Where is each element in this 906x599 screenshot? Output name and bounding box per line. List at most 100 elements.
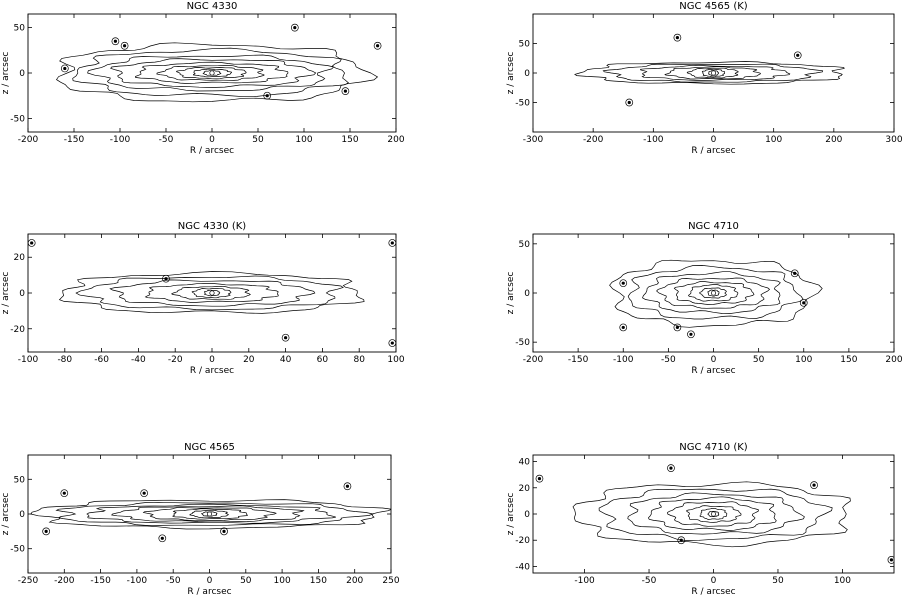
source-core (343, 89, 347, 93)
isophote-contour (598, 488, 833, 541)
x-tick-label: 60 (317, 355, 329, 365)
x-tick-label: -200 (583, 135, 604, 145)
source-core (621, 325, 625, 330)
source-core (390, 241, 394, 245)
panel-5: NGC 4565 -250 -200 -150 -100 -50 0 50 100 150 200 2… (1, 442, 400, 597)
x-axis-label: R / arcsec (190, 366, 234, 376)
isophote-contour (201, 511, 218, 517)
x-tick-label: 50 (753, 355, 765, 365)
x-tick-label: 0 (711, 576, 717, 586)
source-core (265, 94, 269, 98)
y-axis-label: z / arcsec (1, 52, 11, 95)
source-core (390, 341, 394, 345)
y-tick-label: 0 (524, 510, 530, 520)
source-contour (373, 41, 382, 50)
isophote-contour (156, 65, 265, 81)
source-core (123, 44, 127, 48)
x-tick-label: -100 (110, 135, 131, 145)
source-contour (619, 323, 628, 332)
source-core (675, 36, 680, 40)
y-tick-label: 0 (19, 289, 25, 299)
source-core (30, 241, 34, 245)
source-core (164, 277, 168, 281)
source-contour (793, 51, 802, 60)
panel-6: NGC 4710 (K) -100 -50 0 50 100 -40 -20 0 20 40 R / … (506, 442, 895, 597)
source-contour (281, 333, 290, 342)
source-core (160, 536, 164, 540)
source-contour (810, 481, 818, 490)
isophote-contour (135, 61, 289, 84)
panel-3: NGC 4330 (K) -100 -80 -60 -40 -20 0 20 40 60 80 100… (1, 221, 405, 376)
isophote-contour (699, 507, 728, 520)
isophote-contour (110, 58, 317, 88)
isophote-contour (656, 277, 771, 309)
source-contour (158, 534, 167, 543)
source-contour (220, 527, 228, 536)
source-core (293, 26, 297, 30)
isophote-contour (664, 66, 762, 80)
panel-title: NGC 4565 (K) (679, 1, 747, 12)
plot-frame (27, 454, 392, 574)
source-contour (887, 556, 894, 564)
source-contour (667, 464, 675, 472)
x-tick-label: -100 (127, 576, 148, 586)
x-tick-label: 20 (243, 355, 255, 365)
source-core (345, 484, 350, 488)
x-tick-label: 0 (711, 135, 717, 145)
x-tick-label: -60 (94, 355, 109, 365)
plot-frame (27, 233, 397, 353)
isophote-contour (708, 70, 720, 76)
x-tick-label: 100 (765, 135, 782, 145)
isophote-contour (647, 496, 777, 531)
nucleus-contour (710, 70, 717, 76)
x-tick-label: 100 (795, 355, 812, 365)
source-core (222, 529, 226, 533)
x-axis-label: R / arcsec (187, 587, 231, 597)
y-tick-label: 0 (524, 69, 530, 79)
source-contour (619, 279, 628, 288)
source-core (284, 336, 288, 340)
y-axis-label: z / arcsec (506, 52, 516, 95)
x-tick-label: -100 (574, 576, 595, 586)
isophote-contour (627, 265, 804, 320)
x-tick-label: -200 (54, 576, 75, 586)
x-tick-label: 200 (885, 355, 902, 365)
isophote-contour (111, 505, 305, 523)
source-core (812, 483, 816, 487)
y-tick-label: -20 (515, 536, 530, 546)
plot-frame (532, 13, 895, 133)
source-contour (111, 37, 120, 46)
isophote-contour (172, 508, 249, 520)
isophote-contour (175, 67, 247, 80)
x-tick-label: 150 (341, 135, 358, 145)
panel-title: NGC 4710 (688, 221, 739, 232)
source-contour (687, 330, 695, 339)
isophote-contour (602, 63, 824, 83)
contour-group (574, 33, 845, 107)
source-contour (799, 298, 808, 307)
x-tick-label: 0 (711, 355, 717, 365)
source-contour (673, 33, 682, 42)
x-tick-label: 250 (382, 576, 399, 586)
x-tick-label: -200 (523, 355, 544, 365)
contour-group (535, 464, 894, 564)
nucleus-contour (209, 70, 215, 76)
x-tick-label: -200 (18, 135, 39, 145)
source-contour (162, 274, 170, 283)
source-core (621, 281, 625, 285)
source-contour (535, 474, 544, 483)
x-tick-label: -20 (168, 355, 183, 365)
x-tick-label: -150 (64, 135, 85, 145)
x-tick-label: -250 (18, 576, 39, 586)
source-core (796, 53, 800, 57)
y-tick-label: 0 (19, 510, 25, 520)
y-axis-label: z / arcsec (506, 272, 516, 315)
isophote-contour (75, 275, 344, 311)
source-core (113, 39, 117, 43)
plot-frame (532, 454, 895, 574)
isophote-contour (686, 67, 739, 79)
x-tick-label: 100 (295, 135, 312, 145)
panel-title: NGC 4330 (K) (178, 221, 246, 232)
isophote-contour (202, 70, 222, 76)
x-tick-label: 40 (280, 355, 292, 365)
